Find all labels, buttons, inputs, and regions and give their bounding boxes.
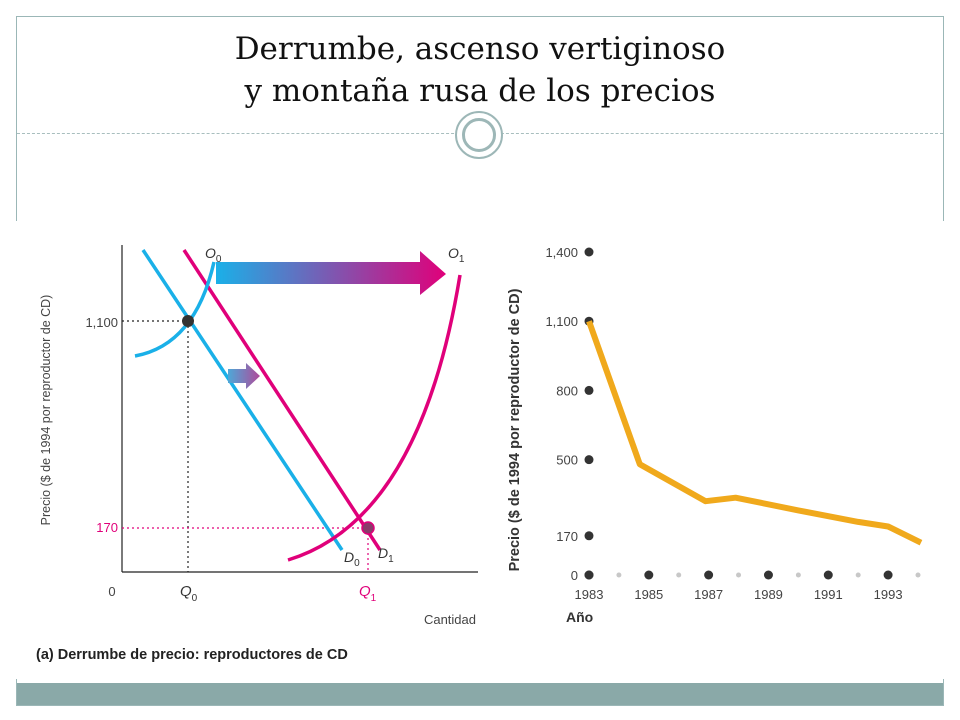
curve-label-o0: O0 [205, 245, 222, 265]
x-tick-dot [823, 570, 833, 580]
chart-a-x-axis-label: Cantidad [424, 612, 476, 627]
supply-curve-o0 [134, 261, 216, 358]
x-tick-dot [644, 570, 654, 580]
y-tick-label: 1,100 [545, 314, 578, 329]
y-tick-label: 1,400 [545, 245, 578, 260]
slide-title-line-2: y montaña rusa de los precios [244, 73, 716, 109]
y-tick-label: 500 [556, 453, 578, 468]
y-tick-dot [584, 455, 594, 465]
curve-label-d1: D1 [378, 545, 394, 565]
x-tick-dot [763, 570, 773, 580]
x-tick-label: 1983 [575, 587, 604, 602]
figure-svg: Precio ($ de 1994 por reproductor de CD)… [36, 245, 923, 663]
circle-ornament-icon [455, 111, 503, 159]
x-tick-dot [584, 570, 594, 580]
demand-curve-d1 [182, 249, 382, 551]
supply-curve-o1 [287, 274, 462, 562]
demand-shift-arrow-icon [228, 363, 260, 389]
y-tick-dot [584, 247, 594, 257]
slide-title-line-1: Derrumbe, ascenso vertiginoso [234, 31, 726, 67]
y-tick-dot [584, 385, 594, 395]
x-tick-label: 1993 [874, 587, 903, 602]
minor-tick-dot [795, 572, 801, 578]
footer-bar [17, 683, 943, 705]
chart-a-y-axis-label: Precio ($ de 1994 por reproductor de CD) [39, 295, 53, 526]
chart-b: Precio ($ de 1994 por reproductor de CD)… [507, 245, 923, 625]
supply-shift-arrow-icon [216, 251, 446, 295]
x-tick-label: 1987 [694, 587, 723, 602]
equilibrium-point-q0 [182, 315, 194, 327]
curve-label-d0: D0 [344, 549, 360, 569]
series-line-price [586, 320, 923, 546]
minor-tick-dot [616, 572, 622, 578]
equilibrium-point-q1 [361, 521, 375, 535]
x-tick-label: 1985 [634, 587, 663, 602]
demand-curve-d0 [141, 249, 344, 551]
chart-b-x-axis-label: Año [566, 609, 593, 625]
minor-tick-dot [676, 572, 682, 578]
chart-a-y-tick-label: 170 [96, 520, 118, 535]
y-tick-dot [584, 531, 594, 541]
x-tick-dot [704, 570, 714, 580]
x-tick-q0: Q0 [180, 583, 198, 604]
x-tick-dot [883, 570, 893, 580]
minor-tick-dot [915, 572, 921, 578]
chart-a-y-tick-label: 1,100 [85, 315, 118, 330]
circle-ornament-inner [462, 118, 496, 152]
figure-panel: Precio ($ de 1994 por reproductor de CD)… [14, 221, 946, 679]
chart-a: Precio ($ de 1994 por reproductor de CD)… [36, 245, 478, 663]
minor-tick-dot [855, 572, 861, 578]
x-tick-label: 1991 [814, 587, 843, 602]
y-tick-label: 170 [556, 529, 578, 544]
chart-b-y-axis-label: Precio ($ de 1994 por reproductor de CD) [507, 288, 523, 571]
minor-tick-dot [736, 572, 742, 578]
chart-a-caption: (a) Derrumbe de precio: reproductores de… [36, 647, 348, 663]
chart-a-origin-label: 0 [108, 584, 115, 599]
y-tick-label: 0 [571, 568, 578, 583]
x-tick-q1: Q1 [359, 583, 377, 604]
x-tick-label: 1989 [754, 587, 783, 602]
slide-title: Derrumbe, ascenso vertiginoso y montaña … [0, 28, 960, 112]
y-tick-label: 800 [556, 383, 578, 398]
curve-label-o1: O1 [448, 245, 465, 265]
